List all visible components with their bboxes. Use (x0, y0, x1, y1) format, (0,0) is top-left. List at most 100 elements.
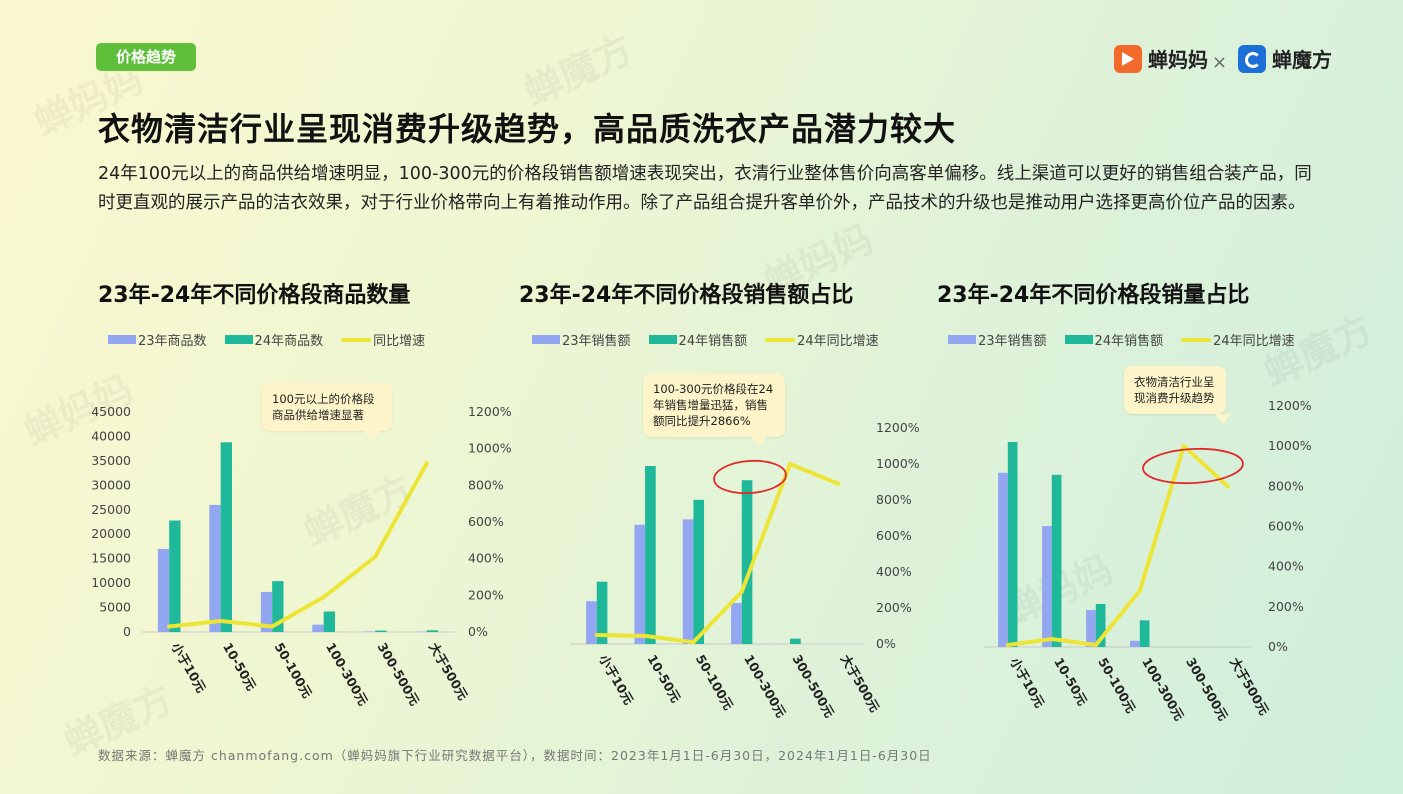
brand-chanmofang-label: 蝉魔方 (1272, 48, 1332, 72)
bar-23 (586, 601, 597, 644)
bar-24 (790, 638, 801, 644)
bar-24 (645, 466, 656, 644)
growth-line (594, 462, 841, 645)
growth-point (218, 619, 223, 623)
bar-23 (209, 504, 221, 632)
y-tick-label-right: 200% (876, 600, 912, 615)
bar-24 (1139, 620, 1150, 647)
legend-label: 23年销售额 (562, 334, 631, 349)
y-tick-label-right: 200% (1268, 599, 1304, 614)
legend-item: 24年同比增速 (1181, 330, 1295, 349)
legend-swatch (532, 335, 560, 344)
legend-label: 23年销售额 (978, 334, 1047, 349)
legend-item: 24年销售额 (648, 330, 748, 349)
y-tick-label-left: 40000 (91, 428, 131, 443)
bar-24 (741, 480, 753, 644)
legend-swatch (1181, 337, 1212, 342)
growth-point (1005, 642, 1010, 647)
y-tick-label-left: 5000 (99, 600, 131, 615)
legend-item: 23年销售额 (948, 330, 1047, 349)
y-tick-label-left: 20000 (91, 526, 131, 541)
legend-item: 24年商品数 (224, 330, 324, 349)
y-tick-label-right: 0% (468, 624, 488, 639)
growth-point (836, 481, 841, 486)
legend-label: 23年商品数 (138, 334, 207, 349)
legend-label: 同比增速 (373, 334, 426, 349)
bar-23 (312, 624, 324, 632)
brand-chanmama: 蝉妈妈 (1114, 44, 1208, 73)
x-tick-label: 小于10元 (1007, 654, 1048, 710)
growth-point (643, 633, 648, 638)
y-tick-label-right: 200% (468, 587, 504, 602)
y-tick-label-right: 800% (1268, 478, 1304, 493)
bar-24 (693, 499, 705, 644)
chart-callout: 衣物清洁行业呈现消费升级趋势 (1124, 366, 1231, 424)
chart-legend: 23年销售额 24年销售额 24年同比增速 (532, 330, 879, 349)
bar-23 (998, 472, 1008, 647)
legend-label: 24年销售额 (678, 334, 748, 349)
legend-item: 23年商品数 (108, 330, 207, 349)
growth-point (1093, 642, 1098, 647)
x-tick-label: 100-300元 (1139, 655, 1187, 723)
legend-swatch (224, 335, 253, 344)
legend-item: 同比增速 (341, 330, 425, 349)
bar-23 (157, 548, 170, 632)
chanmama-logo-icon (1114, 44, 1142, 73)
y-tick-label-right: 1000% (1268, 438, 1312, 453)
bar-24 (323, 611, 336, 632)
y-tick-label-right: 600% (1268, 519, 1304, 534)
legend-item: 23年销售额 (532, 330, 631, 349)
legend-label: 24年商品数 (254, 334, 324, 349)
bar-23 (1042, 526, 1052, 647)
legend-label: 24年同比增速 (797, 334, 879, 349)
legend-swatch (948, 335, 976, 344)
growth-line (167, 461, 429, 629)
legend-swatch (765, 337, 796, 342)
growth-point (167, 624, 172, 629)
legend-swatch (1064, 335, 1093, 344)
growth-point (373, 554, 378, 559)
y-tick-label-right: 1000% (468, 441, 512, 456)
legend-label: 24年销售额 (1094, 334, 1164, 349)
section-tag: 价格趋势 (96, 43, 196, 71)
page-title: 衣物清洁行业呈现消费升级趋势，高品质洗衣产品潜力较大 (98, 110, 957, 148)
data-source-note: 数据来源：蝉魔方 chanmofang.com（蝉妈妈旗下行业研究数据平台），数… (98, 748, 932, 763)
y-tick-label-left: 25000 (91, 502, 131, 517)
chart-legend: 23年商品数 24年商品数 同比增速 (108, 330, 425, 349)
page-description: 24年100元以上的商品供给增速明显，100-300元的价格段销售额增速表现突出… (98, 164, 1312, 213)
bar-24 (596, 581, 608, 644)
y-tick-label-right: 600% (876, 528, 912, 543)
bar-23 (682, 519, 694, 644)
y-tick-label-right: 1200% (1268, 398, 1312, 413)
growth-point (270, 624, 275, 629)
growth-point (1225, 484, 1230, 489)
chanmofang-logo-icon (1238, 44, 1266, 73)
legend-item: 24年同比增速 (765, 330, 879, 349)
y-tick-label-right: 400% (468, 551, 504, 566)
highlight-circle (713, 459, 787, 495)
legend-swatch (648, 335, 677, 344)
y-tick-label-left: 0 (123, 624, 131, 639)
y-tick-label-right: 800% (876, 492, 912, 507)
chart-legend: 23年销售额 24年销售额 24年同比增速 (948, 330, 1295, 349)
growth-point (424, 461, 429, 466)
growth-point (321, 595, 326, 600)
bar-23 (731, 603, 742, 644)
bar-24 (1007, 442, 1018, 647)
bar-24 (1095, 603, 1106, 647)
x-tick-label: 300-500元 (1183, 655, 1231, 723)
legend-swatch (108, 335, 136, 344)
x-tick-label: 10-50元 (1051, 655, 1090, 708)
bar-24 (220, 442, 233, 632)
growth-point (739, 589, 744, 594)
bar-24 (426, 630, 439, 632)
growth-point (1049, 636, 1054, 641)
growth-point (1137, 588, 1142, 593)
y-tick-label-left: 45000 (91, 404, 131, 419)
y-tick-label-right: 800% (468, 477, 504, 492)
y-tick-label-left: 35000 (91, 453, 131, 468)
growth-point (691, 640, 696, 645)
x-tick-label: 50-100元 (1095, 655, 1139, 716)
growth-point (1181, 444, 1186, 449)
